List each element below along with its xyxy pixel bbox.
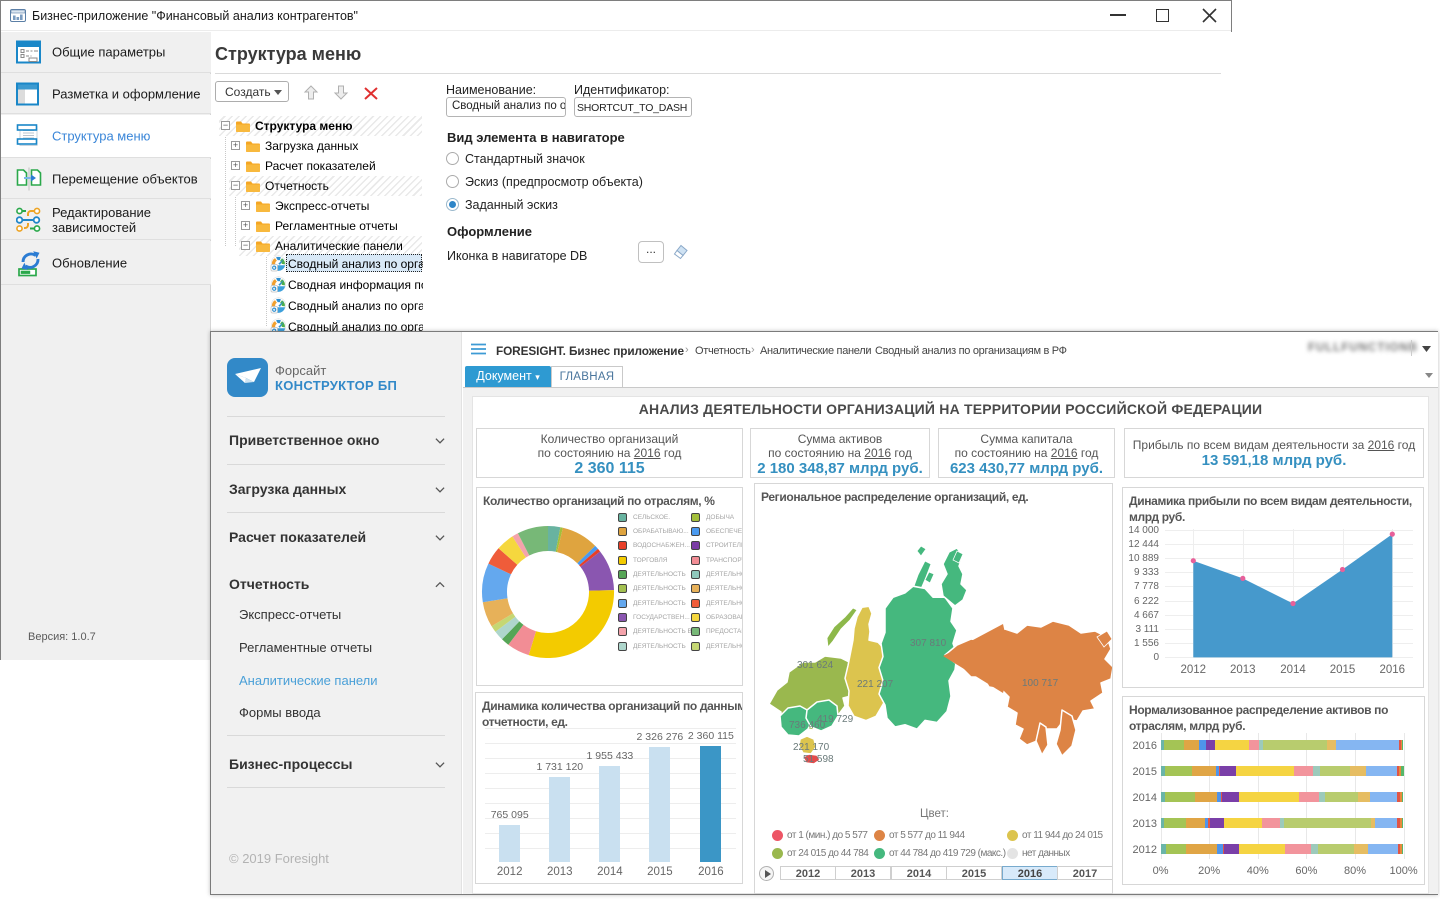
svg-text:51 598: 51 598 [803,754,834,765]
svg-text:736 460: 736 460 [789,720,826,731]
svg-text:419 729: 419 729 [817,714,854,725]
svg-text:100 717: 100 717 [1022,678,1059,689]
svg-text:221 170: 221 170 [793,742,830,753]
svg-text:221 207: 221 207 [857,679,894,690]
svg-text:301 624: 301 624 [797,660,834,671]
svg-text:307 810: 307 810 [910,638,947,649]
